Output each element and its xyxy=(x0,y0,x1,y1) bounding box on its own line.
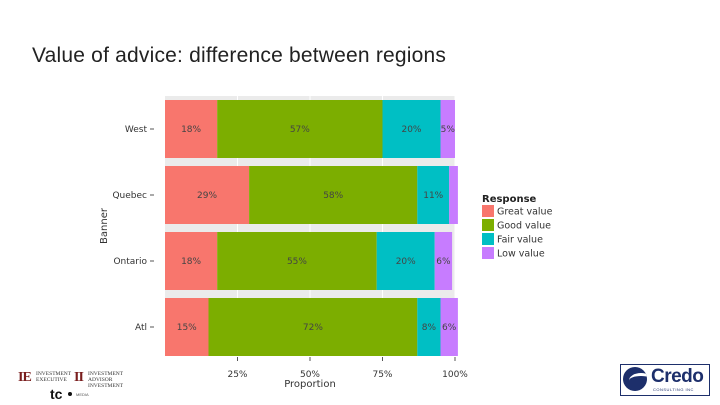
bar-label: 55% xyxy=(287,257,307,267)
bar-label: 8% xyxy=(422,323,437,333)
legend-key-fair-value xyxy=(482,233,494,245)
legend-key-low-value xyxy=(482,247,494,259)
credo-logo: Credo CONSULTING INC xyxy=(620,364,710,396)
bar-atl-fair-value xyxy=(417,298,441,356)
investment-advisor-logo: II xyxy=(74,370,84,385)
credo-swoosh-icon xyxy=(623,367,647,391)
y-axis: West Quebec Ontario Atl xyxy=(112,125,154,333)
bar-atl-good-value xyxy=(208,298,418,356)
bar-label: 29% xyxy=(197,191,217,201)
bar-ontario-good-value xyxy=(217,232,377,290)
bar-label: 18% xyxy=(181,257,201,267)
bar-quebec-fair-value xyxy=(417,166,450,224)
legend-label: Low value xyxy=(497,249,545,260)
bar-quebec-low-value xyxy=(449,166,458,224)
legend-label: Great value xyxy=(497,207,553,218)
bar-label: 20% xyxy=(396,257,416,267)
bar-label: 72% xyxy=(303,323,323,333)
x-tick-label: 25% xyxy=(227,370,247,380)
bars xyxy=(165,100,458,356)
y-tick-label: Ontario xyxy=(113,257,147,267)
bar-label: 57% xyxy=(290,125,310,135)
x-tick-label: 50% xyxy=(300,370,320,380)
y-axis-title: Banner xyxy=(99,207,110,244)
legend-key-great-value xyxy=(482,205,494,217)
y-tick-label: Quebec xyxy=(112,191,147,201)
y-tick-label: Atl xyxy=(135,323,147,333)
investment-executive-logo: IE xyxy=(18,370,32,385)
investment-advisor-logo-text: INVESTMENT ADVISOR INVESTMENT xyxy=(88,371,124,389)
bar-ontario-great-value xyxy=(165,232,218,290)
bar-ontario-low-value xyxy=(434,232,453,290)
bar-quebec-great-value xyxy=(165,166,250,224)
slide-title: Value of advice: difference between regi… xyxy=(32,44,447,67)
legend-title: Response xyxy=(482,194,537,205)
legend: Response Great value Good value Fair value… xyxy=(482,194,553,260)
tc-media-logo-dot xyxy=(68,392,72,396)
tc-media-logo-text: MEDIA xyxy=(76,392,89,397)
legend-key-good-value xyxy=(482,219,494,231)
partner-logos: IE INVESTMENT EXECUTIVE II INVESTMENT AD… xyxy=(18,370,148,404)
x-axis: 25% 50% 75% 100% xyxy=(227,357,468,380)
investment-executive-logo-text: INVESTMENT EXECUTIVE xyxy=(36,371,72,383)
bar-label: 5% xyxy=(441,125,456,135)
bar-west-good-value xyxy=(217,100,383,158)
legend-label: Good value xyxy=(497,221,551,232)
bar-label: 6% xyxy=(436,257,451,267)
bar-west-fair-value xyxy=(382,100,441,158)
legend-label: Fair value xyxy=(497,235,543,246)
bar-west-great-value xyxy=(165,100,218,158)
bar-label: 18% xyxy=(181,125,201,135)
bar-atl-low-value xyxy=(440,298,458,356)
x-tick-label: 100% xyxy=(442,370,468,380)
bar-label: 58% xyxy=(323,191,343,201)
bar-ontario-fair-value xyxy=(376,232,435,290)
bar-label: 15% xyxy=(177,323,197,333)
credo-subtitle: CONSULTING INC xyxy=(653,387,694,392)
bar-labels: 18% 57% 20% 5% 29% 58% 11% 18% 55% 20% 6% 15% 72% 8% 6… xyxy=(177,125,457,333)
bar-label: 6% xyxy=(442,323,457,333)
x-tick-label: 75% xyxy=(372,370,392,380)
tc-media-logo: tc xyxy=(50,386,63,402)
credo-wordmark: Credo xyxy=(651,366,704,387)
x-axis-title: Proportion xyxy=(284,379,336,390)
bar-atl-great-value xyxy=(165,298,209,356)
bar-quebec-good-value xyxy=(249,166,418,224)
bar-label: 11% xyxy=(423,191,443,201)
bar-label: 20% xyxy=(401,125,421,135)
y-tick-label: West xyxy=(125,125,148,135)
bar-west-low-value xyxy=(440,100,455,158)
